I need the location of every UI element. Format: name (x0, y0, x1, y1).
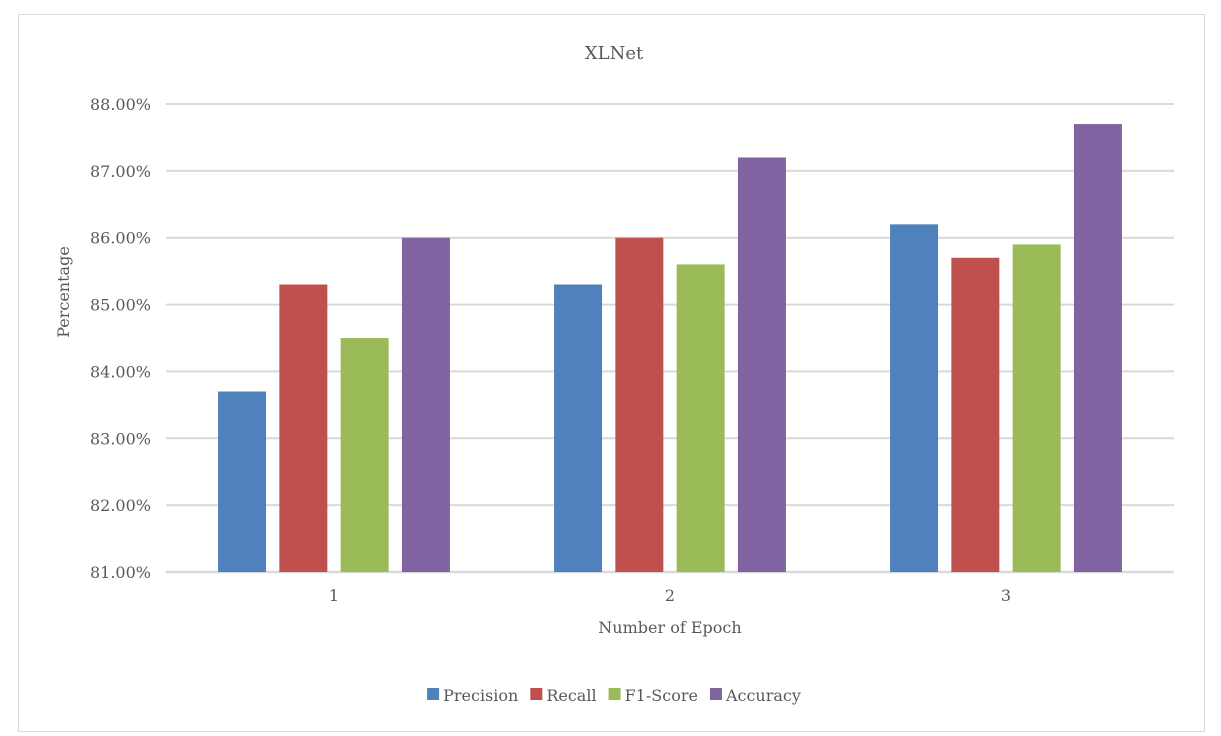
bar-accuracy-3 (1073, 124, 1122, 573)
bar-f1-score-3 (1012, 244, 1061, 572)
chart-title: XLNet (585, 43, 644, 64)
bar-recall-2 (615, 237, 664, 572)
x-tick-label: 2 (665, 586, 675, 605)
legend-label-f1-score: F1-Score (625, 686, 698, 705)
legend-swatch-recall (530, 688, 543, 700)
bar-precision-2 (554, 284, 603, 572)
gridlines (166, 103, 1174, 574)
legend: Precision Recall F1-Score Accuracy (427, 686, 801, 705)
chart-container: XLNet 88.00% 87.00% 86.00% 85.00% 84.00% 83.0… (18, 14, 1205, 732)
y-tick-label: 85.00% (90, 296, 151, 315)
y-tick-label: 88.00% (90, 95, 151, 114)
bar-precision-1 (218, 391, 267, 572)
bar-accuracy-1 (401, 237, 450, 572)
bar-f1-score-1 (340, 338, 389, 572)
y-tick-label: 87.00% (90, 162, 151, 181)
legend-swatch-accuracy (709, 688, 722, 700)
bars (218, 124, 1122, 573)
y-tick-label: 86.00% (90, 229, 151, 248)
y-tick-label: 83.00% (90, 429, 151, 448)
y-axis-label: Percentage (54, 246, 73, 338)
y-tick-label: 84.00% (90, 362, 151, 381)
legend-swatch-precision (427, 688, 440, 700)
bar-f1-score-2 (676, 264, 725, 572)
x-tick-label: 1 (329, 586, 339, 605)
y-tick-label: 81.00% (90, 563, 151, 582)
bar-recall-1 (279, 284, 328, 572)
x-axis-ticks: 1 2 3 (329, 586, 1011, 605)
bar-recall-3 (951, 257, 1000, 572)
x-axis-label: Number of Epoch (598, 618, 741, 637)
bar-accuracy-2 (737, 157, 786, 572)
bar-precision-3 (890, 224, 939, 573)
y-tick-label: 82.00% (90, 496, 151, 515)
legend-label-recall: Recall (546, 686, 596, 705)
legend-swatch-f1-score (608, 688, 621, 700)
x-tick-label: 3 (1001, 586, 1011, 605)
y-axis-ticks: 88.00% 87.00% 86.00% 85.00% 84.00% 83.00% 82.0… (90, 95, 151, 582)
legend-label-precision: Precision (443, 686, 518, 705)
legend-label-accuracy: Accuracy (725, 686, 801, 705)
